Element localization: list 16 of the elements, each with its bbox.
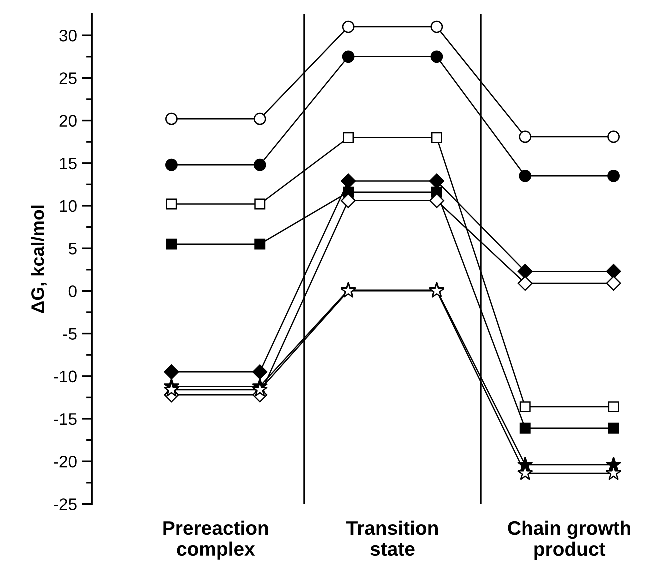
y-tick-label: 10	[60, 200, 77, 212]
y-tick-label: 25	[60, 72, 77, 84]
y-tick-label: 15	[60, 158, 77, 170]
y-tick-label: -20	[54, 456, 77, 468]
text: Prereaction complex	[164, 520, 268, 560]
y-tick-label: -25	[54, 498, 77, 510]
y-tick-label: -5	[63, 328, 77, 340]
text: Transition state	[346, 520, 438, 556]
y-tick-label: 30	[60, 30, 77, 42]
y-tick-label: 0	[68, 286, 77, 298]
y-tick-label: -10	[54, 370, 77, 383]
y-tick-label: 20	[60, 115, 77, 127]
y-axis-title: ΔG, kcal/mol	[31, 206, 47, 314]
text: Chain growth product	[508, 520, 630, 560]
y-tick-label: 5	[68, 243, 77, 255]
y-tick-label: -15	[54, 414, 77, 426]
